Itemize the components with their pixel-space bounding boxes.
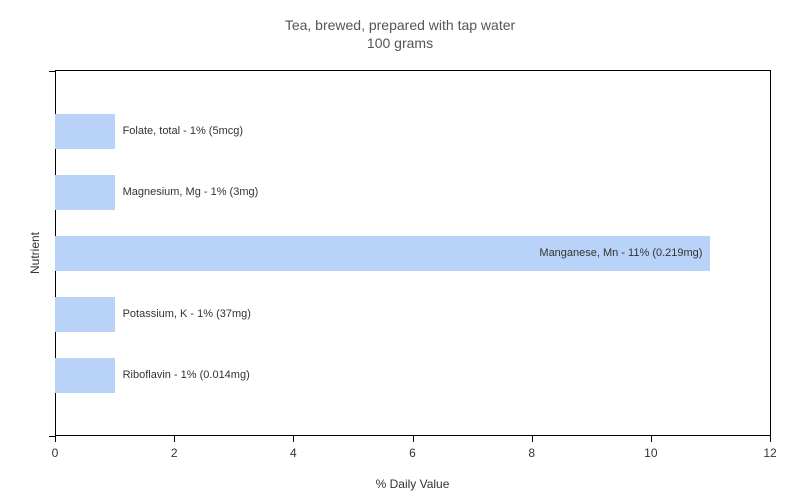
bar-label: Riboflavin - 1% (0.014mg) bbox=[123, 369, 250, 381]
x-axis-tick bbox=[532, 436, 533, 442]
bar-label: Folate, total - 1% (5mcg) bbox=[123, 125, 243, 137]
chart-container: Tea, brewed, prepared with tap water 100… bbox=[0, 0, 800, 500]
x-axis-tick-label: 4 bbox=[290, 446, 297, 460]
bar bbox=[55, 297, 115, 332]
bar-label: Potassium, K - 1% (37mg) bbox=[123, 308, 251, 320]
x-axis-tick-label: 8 bbox=[528, 446, 535, 460]
chart-title: Tea, brewed, prepared with tap water 100… bbox=[0, 0, 800, 52]
x-axis-tick-label: 12 bbox=[763, 446, 776, 460]
bar-label: Magnesium, Mg - 1% (3mg) bbox=[123, 186, 259, 198]
bar bbox=[55, 114, 115, 149]
x-axis-tick bbox=[651, 436, 652, 442]
x-axis-tick-label: 6 bbox=[409, 446, 416, 460]
chart-title-line1: Tea, brewed, prepared with tap water bbox=[0, 16, 800, 34]
plot-area: 024681012Folate, total - 1% (5mcg)Magnes… bbox=[55, 70, 771, 436]
y-axis-title: Nutrient bbox=[28, 231, 42, 273]
x-axis-tick-label: 2 bbox=[171, 446, 178, 460]
x-axis-tick bbox=[293, 436, 294, 442]
x-axis-tick-label: 10 bbox=[644, 446, 657, 460]
bar bbox=[55, 175, 115, 210]
x-axis-tick bbox=[174, 436, 175, 442]
bar-label: Manganese, Mn - 11% (0.219mg) bbox=[539, 247, 702, 259]
x-axis-tick bbox=[413, 436, 414, 442]
y-axis-tick bbox=[49, 71, 55, 72]
x-axis-tick bbox=[770, 436, 771, 442]
chart-title-line2: 100 grams bbox=[0, 34, 800, 52]
x-axis-title: % Daily Value bbox=[376, 477, 450, 491]
bar bbox=[55, 358, 115, 393]
x-axis-tick bbox=[55, 436, 56, 442]
x-axis-tick-label: 0 bbox=[52, 446, 59, 460]
